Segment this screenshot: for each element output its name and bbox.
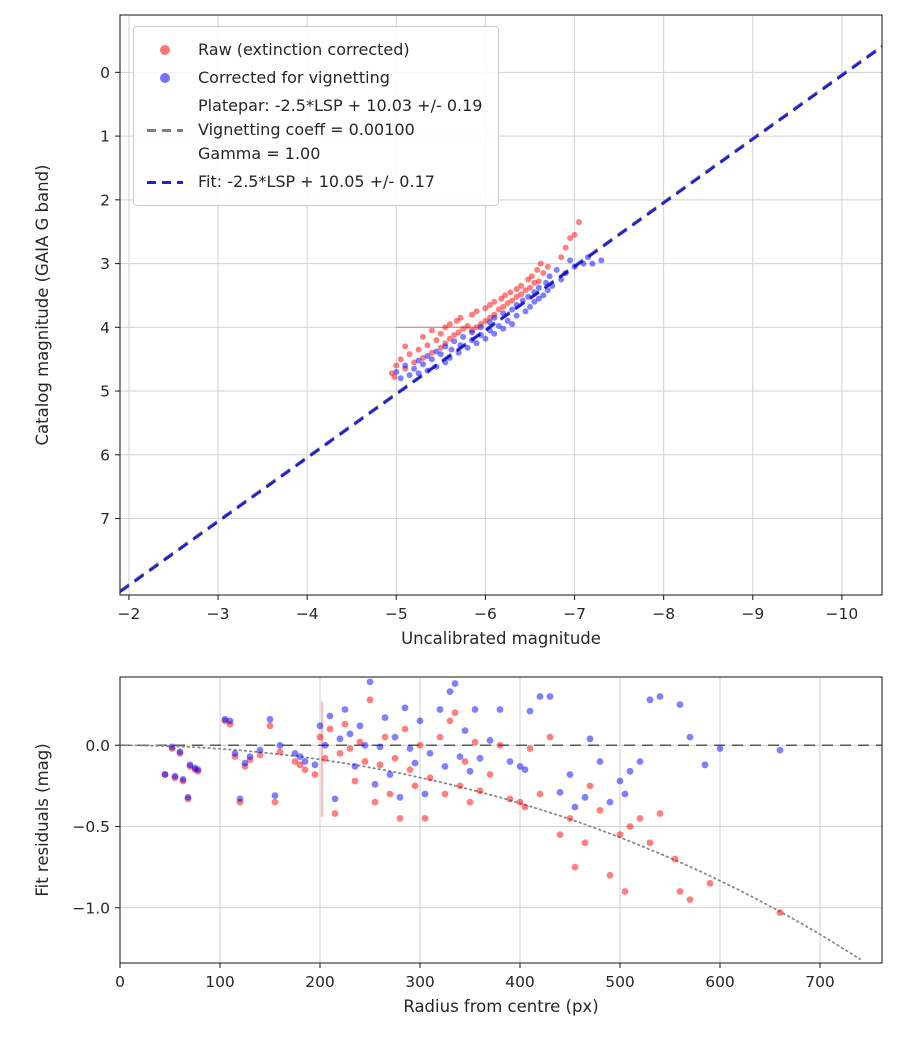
legend-label-raw: Raw (extinction corrected) — [198, 40, 410, 59]
x-tick-label: 400 — [505, 973, 535, 991]
x-tick-label: 300 — [405, 973, 435, 991]
platepar-line-1: Platepar: -2.5*LSP + 10.03 +/- 0.19 — [198, 96, 483, 115]
x-tick-label: 200 — [305, 973, 335, 991]
legend: Raw (extinction corrected) Corrected for… — [133, 26, 500, 206]
fit-residuals-grid — [119, 677, 882, 963]
raw-extinction-corrected--points — [388, 219, 582, 380]
corrected-scatter-marker-icon — [160, 73, 170, 83]
x-tick-label: −6 — [474, 605, 497, 623]
x-tick-label: −3 — [207, 605, 230, 623]
fit-residuals-xlabel: Radius from centre (px) — [403, 997, 598, 1016]
y-tick-label: −0.5 — [72, 818, 110, 836]
magnitude-calibration-ylabel: Catalog magnitude (GAIA G band) — [33, 165, 52, 446]
corrected-for-vignetting-points — [393, 254, 605, 382]
legend-label-corrected: Corrected for vignetting — [198, 68, 390, 87]
y-tick-label: 0.0 — [85, 737, 110, 755]
x-tick-label: 100 — [205, 973, 235, 991]
legend-marker-col — [142, 45, 188, 55]
vignetting-model-curve — [119, 744, 861, 960]
fit-residuals-ylabel: Fit residuals (mag) — [33, 743, 52, 896]
y-tick-label: 4 — [100, 319, 110, 337]
platepar-dashed-line-icon — [147, 128, 183, 132]
corrected-residuals-points — [161, 678, 784, 811]
magnitude-calibration-xlabel: Uncalibrated magnitude — [401, 629, 601, 648]
y-tick-label: 0 — [100, 64, 110, 82]
raw-scatter-marker-icon — [160, 45, 170, 55]
legend-label-fit: Fit: -2.5*LSP + 10.05 +/- 0.17 — [198, 172, 435, 191]
legend-item-raw: Raw (extinction corrected) — [142, 36, 482, 64]
legend-item-corrected: Corrected for vignetting — [142, 64, 482, 92]
y-tick-label: 5 — [100, 383, 110, 401]
x-tick-label: −2 — [117, 605, 140, 623]
magnitude-calibration-axes-box — [119, 14, 883, 596]
fit-residuals-axes-box — [119, 676, 883, 964]
y-tick-label: 6 — [100, 446, 110, 464]
y-tick-label: −1.0 — [72, 899, 110, 917]
x-tick-label: 500 — [605, 973, 635, 991]
legend-item-fit: Fit: -2.5*LSP + 10.05 +/- 0.17 — [142, 168, 482, 196]
x-tick-label: −10 — [826, 605, 859, 623]
legend-marker-col — [142, 73, 188, 83]
x-tick-label: −8 — [652, 605, 675, 623]
x-tick-label: −7 — [563, 605, 586, 623]
platepar-line-2: Vignetting coeff = 0.00100 — [198, 120, 415, 139]
legend-marker-col — [142, 180, 188, 184]
magnitude-calibration-ticks: −2 −3 −4 −5 −6 −7 −8 −9 −10 0 1 2 3 4 5 6 7 — [100, 64, 858, 623]
fit-dashed-line-icon — [147, 180, 183, 184]
x-tick-label: 700 — [805, 973, 835, 991]
y-tick-label: 2 — [100, 191, 110, 209]
x-tick-label: 600 — [705, 973, 735, 991]
y-tick-label: 7 — [100, 510, 110, 528]
x-tick-label: 0 — [115, 973, 125, 991]
y-tick-label: 1 — [100, 128, 110, 146]
raw-residuals-points — [161, 696, 784, 916]
legend-marker-col — [142, 128, 188, 132]
y-tick-label: 3 — [100, 255, 110, 273]
x-tick-label: −9 — [741, 605, 764, 623]
legend-label-platepar: Platepar: -2.5*LSP + 10.03 +/- 0.19 Vign… — [198, 94, 482, 166]
x-tick-label: −5 — [385, 605, 408, 623]
fit-line — [119, 45, 883, 593]
platepar-line-3: Gamma = 1.00 — [198, 144, 321, 163]
legend-item-platepar: Platepar: -2.5*LSP + 10.03 +/- 0.19 Vign… — [142, 92, 482, 168]
x-tick-label: −4 — [296, 605, 319, 623]
fit-residuals-ticks: 0 100 200 300 400 500 600 700 0.0 −0.5 −1.0 — [72, 737, 834, 991]
